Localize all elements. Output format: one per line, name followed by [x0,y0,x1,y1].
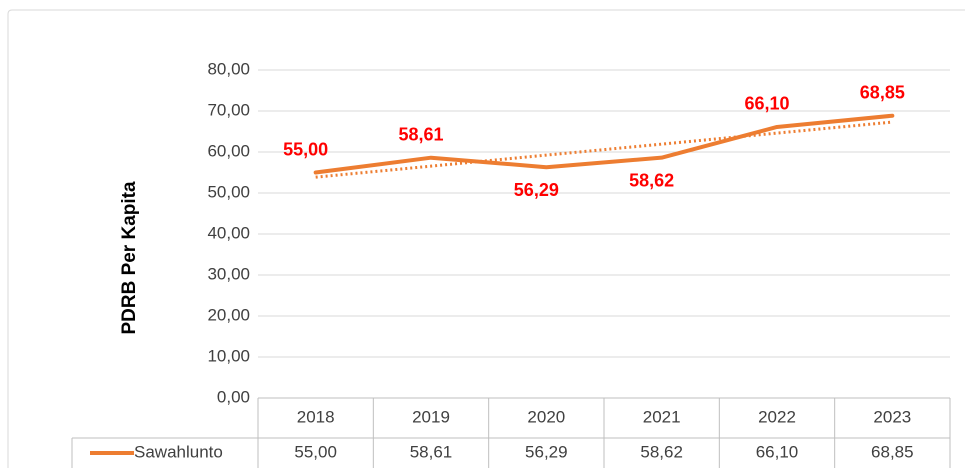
table-value: 66,10 [756,442,799,461]
chart-border [7,9,965,468]
y-tick-label: 70,00 [207,100,250,119]
y-tick-label: 30,00 [207,264,250,283]
trendline [315,120,893,179]
y-tick-label: 50,00 [207,182,250,201]
x-tick-label: 2019 [412,407,450,426]
x-tick-label: 2021 [643,407,681,426]
data-label: 68,85 [860,82,905,102]
table-value: 58,62 [640,442,683,461]
y-tick-label: 60,00 [207,141,250,160]
table-value: 55,00 [294,442,337,461]
legend-label: Sawahlunto [134,442,223,461]
y-tick-label: 20,00 [207,305,250,324]
y-tick-label: 80,00 [207,59,250,78]
x-tick-label: 2018 [297,407,335,426]
series-line [313,113,895,175]
x-tick-label: 2022 [758,407,796,426]
y-tick-label: 0,00 [217,387,250,406]
data-label: 58,62 [629,170,674,190]
data-label: 55,00 [283,139,328,159]
data-label: 66,10 [744,94,789,114]
y-tick-label: 10,00 [207,346,250,365]
table-value: 68,85 [871,442,914,461]
x-tick-label: 2023 [873,407,911,426]
data-label: 56,29 [514,180,559,200]
table-value: 58,61 [410,442,453,461]
y-axis-label: PDRB Per Kapita [119,181,140,335]
data-label: 58,61 [398,124,443,144]
y-tick-label: 40,00 [207,223,250,242]
table-value: 56,29 [525,442,568,461]
x-tick-label: 2020 [527,407,565,426]
